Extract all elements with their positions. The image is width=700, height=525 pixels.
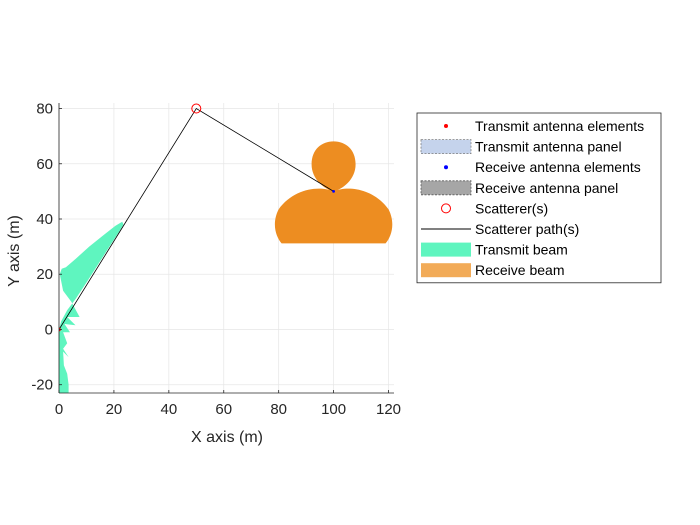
legend-item: Scatterer path(s) — [421, 221, 579, 237]
x-tick-label: 120 — [376, 401, 401, 418]
y-tick-label: 40 — [36, 211, 53, 228]
legend-item: Transmit antenna panel — [420, 139, 622, 155]
y-tick-label: 80 — [36, 101, 53, 118]
y-tick-label: 20 — [36, 266, 53, 283]
y-tick-label: -20 — [31, 377, 53, 394]
x-tick-label: 80 — [270, 401, 287, 418]
legend-label: Transmit beam — [475, 242, 568, 258]
legend-item: Receive beam — [421, 262, 565, 278]
x-tick-label: 60 — [215, 401, 232, 418]
scatterer-marker — [191, 103, 202, 114]
legend-dot-icon — [444, 165, 448, 170]
legend-label: Transmit antenna panel — [475, 139, 622, 155]
legend-patch-icon — [420, 139, 472, 155]
legend-label: Receive antenna panel — [475, 180, 618, 196]
legend-item: Scatterer(s) — [441, 200, 548, 216]
scatterer-path — [59, 107, 334, 330]
legend-patch-icon — [421, 263, 471, 278]
legend-label: Transmit antenna elements — [475, 118, 644, 134]
x-tick-label: 40 — [160, 401, 177, 418]
legend-patch-icon — [421, 242, 471, 257]
y-tick-label: 0 — [45, 321, 53, 338]
legend-item: Receive antenna panel — [420, 180, 618, 196]
y-axis-label: Y axis (m) — [6, 215, 23, 287]
legend-patch-icon — [420, 180, 472, 196]
legend-circle-icon — [441, 203, 451, 214]
receive-antenna-element — [332, 189, 335, 193]
legend-label: Receive antenna elements — [475, 159, 641, 175]
legend-dot-icon — [444, 124, 448, 128]
y-tick-label: 60 — [36, 156, 53, 173]
x-tick-label: 0 — [55, 401, 63, 418]
legend-item: Receive antenna elements — [444, 159, 641, 175]
x-tick-label: 100 — [321, 401, 346, 418]
legend-label: Receive beam — [475, 262, 565, 278]
plot-content — [59, 103, 393, 393]
legend-label: Scatterer(s) — [475, 200, 548, 216]
legend-item: Transmit antenna elements — [444, 118, 644, 134]
x-axis-label: X axis (m) — [191, 429, 263, 446]
legend: Transmit antenna elements Transmit antenn… — [416, 112, 662, 284]
transmit-beam — [59, 221, 124, 393]
x-tick-label: 20 — [106, 401, 123, 418]
legend-item: Transmit beam — [421, 242, 568, 258]
legend-label: Scatterer path(s) — [475, 221, 579, 237]
